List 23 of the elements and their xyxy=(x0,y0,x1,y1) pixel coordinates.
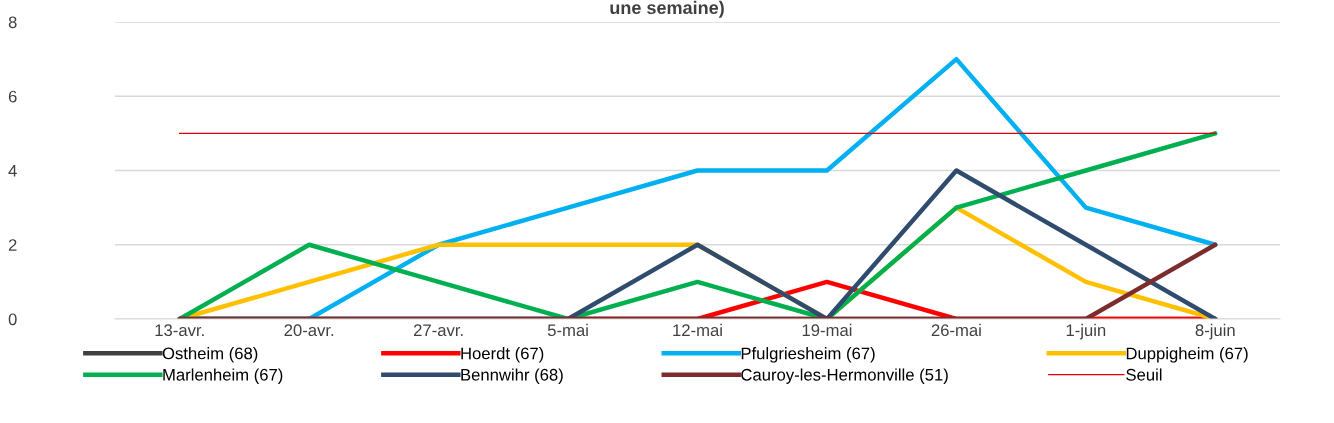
x-tick-label: 20-avr. xyxy=(284,324,334,337)
y-tick-label: 6 xyxy=(8,90,17,103)
y-tick-label: 2 xyxy=(8,239,17,251)
legend-label: Duppigheim (67) xyxy=(1126,347,1248,363)
x-tick-label: 12-mai xyxy=(673,323,722,337)
legend-label: Bennwihr (68) xyxy=(461,368,563,384)
legend-label: Ostheim (68) xyxy=(162,347,258,363)
legend-label: Hoerdt (67) xyxy=(461,347,544,363)
x-tick-label: 8-juin xyxy=(1195,323,1235,340)
x-tick-label: 26-mai xyxy=(931,323,981,337)
y-tick-label: 0 xyxy=(8,313,17,326)
x-tick-label: 13-avr. xyxy=(155,324,204,337)
x-tick-label: 27-avr. xyxy=(413,324,463,337)
y-tick-label: 8 xyxy=(8,16,17,29)
x-tick-label: 19-mai xyxy=(802,323,852,337)
y-tick-label: 4 xyxy=(8,165,17,177)
legend-label: Pfulgriesheim (67) xyxy=(741,347,875,363)
x-tick-label: 5-mai xyxy=(547,323,588,337)
legend-label: Seuil xyxy=(1126,368,1162,381)
legend-label: Marlenheim (67) xyxy=(163,368,283,384)
chart-title: une semaine) xyxy=(610,0,724,18)
legend-label: Cauroy-les-Hermonville (51) xyxy=(741,368,948,384)
x-tick-label: 1-juin xyxy=(1066,323,1106,340)
